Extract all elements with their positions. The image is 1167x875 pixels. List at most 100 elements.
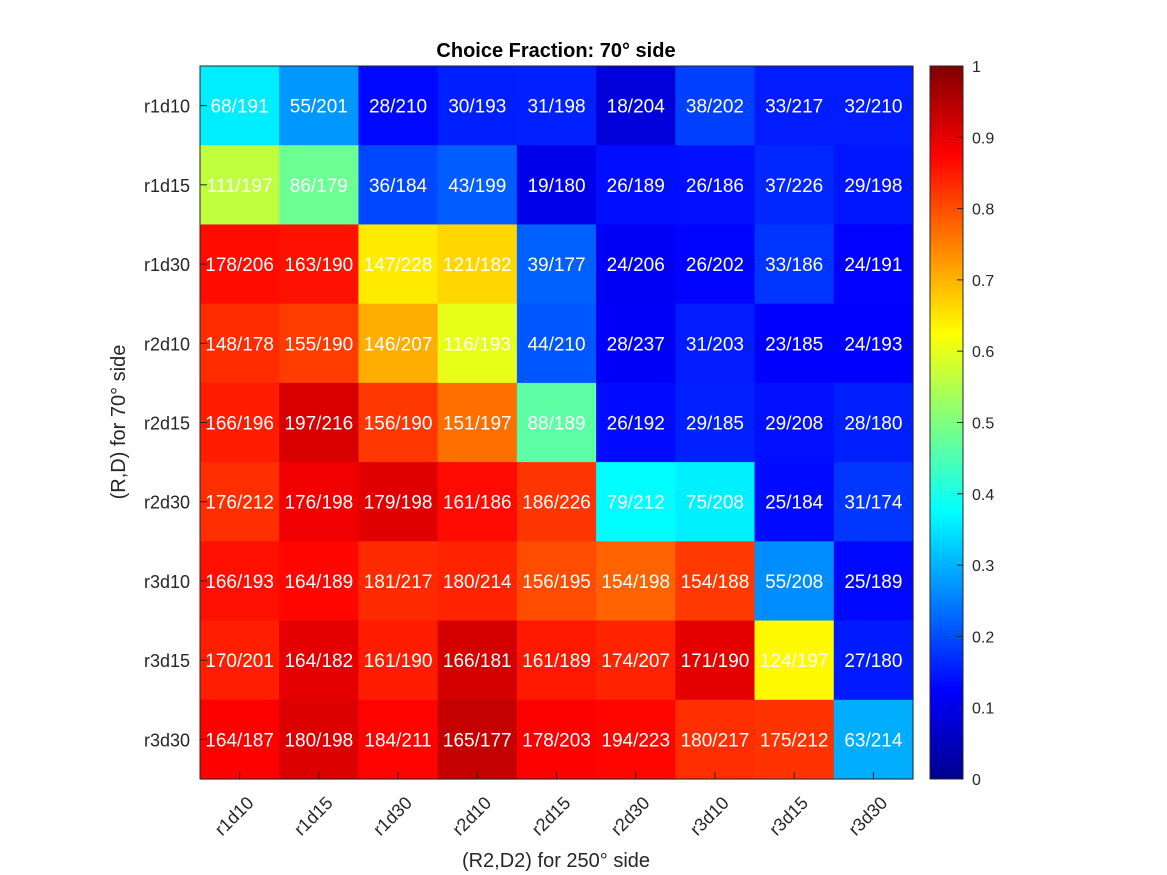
heatmap-cell	[833, 462, 914, 542]
cell-label: 156/190	[364, 414, 433, 435]
heatmap-cell	[833, 66, 914, 146]
cell-label: 24/206	[607, 255, 665, 276]
cell-label: 180/217	[681, 730, 750, 751]
y-tick-labels: r1d10 r1d15 r1d30 r2d10 r2d15 r2d30 r3d10 r3d15…	[144, 97, 207, 750]
heatmap-cell	[279, 382, 360, 463]
heatmap-cell	[279, 541, 360, 622]
y-tick-label: r2d30	[144, 493, 190, 513]
heatmap-cell	[754, 145, 835, 226]
heatmap-cell	[437, 541, 518, 622]
heatmap-cell	[675, 620, 756, 701]
cell-label: 23/185	[765, 334, 823, 355]
heatmap-cell	[200, 541, 280, 622]
heatmap-cell	[596, 66, 676, 146]
cell-label: 197/216	[284, 414, 353, 435]
cell-label: 147/228	[364, 255, 433, 276]
cell-label: 178/203	[522, 730, 591, 751]
y-tick-label: r2d15	[144, 414, 190, 434]
colorbar: 0 0.1 0.2 0.3 0.4 0.5 0.6 0.7 0.8 0.9 1	[929, 59, 994, 789]
cell-label: 181/217	[364, 572, 433, 593]
cell-label: 184/211	[364, 730, 431, 751]
cell-label: 170/201	[205, 651, 274, 672]
cell-label: 116/193	[444, 334, 511, 355]
heatmap-cell	[754, 303, 835, 384]
cell-label: 148/178	[205, 334, 274, 355]
cell-label: 29/198	[844, 176, 902, 197]
heatmap-cell	[833, 541, 914, 622]
heatmap-cell	[516, 224, 597, 305]
heatmap-cell	[200, 699, 280, 780]
heatmap-cell	[596, 224, 676, 305]
colorbar-tick-label: 0.8	[972, 202, 994, 219]
cell-label: 44/210	[527, 334, 585, 355]
cell-label: 156/195	[522, 572, 591, 593]
heatmap-cell	[675, 224, 756, 305]
heatmap-cell	[279, 303, 360, 384]
cell-label: 37/226	[765, 176, 823, 197]
x-tick-label: r1d10	[211, 793, 258, 840]
cell-label: 178/206	[205, 255, 274, 276]
cell-label: 26/189	[607, 176, 665, 197]
y-tick-label: r3d10	[144, 572, 190, 592]
heatmap-cell	[833, 620, 914, 701]
y-tick-label: r3d15	[144, 651, 190, 671]
heatmap-cell	[516, 66, 597, 146]
cell-label: 63/214	[844, 730, 903, 751]
heatmap-cell	[516, 303, 597, 384]
colorbar-tick-label: 0.5	[972, 416, 994, 433]
heatmap-cell	[596, 462, 676, 542]
cell-label: 28/180	[844, 414, 902, 435]
heatmap-cell	[358, 145, 439, 226]
cell-label: 121/182	[443, 255, 512, 276]
x-tick-label: r2d10	[448, 793, 495, 840]
cell-label: 75/208	[686, 493, 744, 514]
heatmap-cell	[437, 303, 518, 384]
heatmap-cell	[200, 620, 280, 701]
cell-label: 28/210	[369, 97, 427, 118]
heatmap-cell	[596, 620, 676, 701]
x-tick-labels: r1d10 r1d15 r1d30 r2d10 r2d15 r2d30 r3d10 r3d15…	[211, 772, 891, 839]
cell-label: 26/192	[607, 414, 665, 435]
heatmap-cell	[200, 462, 280, 542]
plot-border	[199, 65, 914, 780]
x-tick-label: r1d15	[290, 793, 337, 840]
heatmap-cell	[358, 303, 439, 384]
heatmap-cell	[358, 620, 439, 701]
cell-label: 25/189	[844, 572, 902, 593]
y-tick-label: r1d10	[144, 97, 190, 117]
y-tick-label: r1d30	[144, 255, 190, 275]
heatmap-cell	[358, 541, 439, 622]
x-tick-label: r3d15	[765, 793, 812, 840]
colorbar-tick-label: 1	[972, 59, 981, 76]
heatmap-cell	[596, 145, 676, 226]
heatmap-cell	[516, 699, 597, 780]
heatmap-cell	[754, 224, 835, 305]
cell-label: 194/223	[601, 730, 670, 751]
heatmap-cell	[596, 382, 676, 463]
heatmap-cell	[754, 620, 835, 701]
cell-label: 33/186	[765, 255, 823, 276]
cell-label: 180/198	[284, 730, 353, 751]
cell-label: 166/196	[205, 414, 274, 435]
heatmap-cell	[754, 382, 835, 463]
cell-label: 174/207	[601, 651, 670, 672]
colorbar-tick-label: 0.3	[972, 558, 994, 575]
heatmap-cell	[437, 145, 518, 226]
cell-label: 31/174	[844, 493, 903, 514]
heatmap-cell	[754, 541, 835, 622]
heatmap-cell	[200, 382, 280, 463]
cell-label: 164/189	[284, 572, 353, 593]
cell-label: 151/197	[443, 414, 512, 435]
y-tick-label: r1d15	[144, 176, 190, 196]
heatmap-cell	[675, 382, 756, 463]
heatmap-cell	[358, 382, 439, 463]
heatmap-cell	[596, 699, 676, 780]
heatmap-cell	[437, 699, 518, 780]
heatmap-cell	[516, 620, 597, 701]
cell-label: 24/191	[844, 255, 902, 276]
heatmap-cell	[200, 145, 280, 226]
cell-label: 180/214	[443, 572, 512, 593]
heatmap-cell	[279, 145, 360, 226]
cell-label: 165/177	[443, 730, 512, 751]
x-axis-label: (R2,D2) for 250° side	[462, 850, 650, 872]
